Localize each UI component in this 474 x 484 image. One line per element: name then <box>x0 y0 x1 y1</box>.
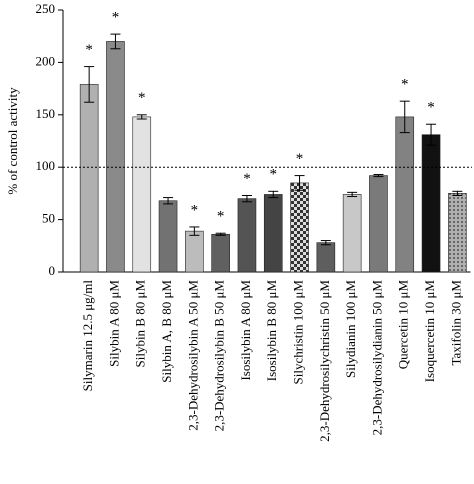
y-axis-label: % of control activity <box>5 87 20 195</box>
bar <box>237 198 257 273</box>
significance-marker: * <box>401 77 409 93</box>
bar <box>342 194 362 273</box>
y-tick-label: 150 <box>36 106 56 121</box>
x-tick-label: Silybin A 80 μM <box>106 280 121 367</box>
x-tick-label: Taxifolin 30 μM <box>448 280 463 366</box>
significance-marker: * <box>191 202 199 218</box>
bar <box>211 233 230 273</box>
x-tick-label: 2,3-Dehydrosilychristin 50 μM <box>317 280 332 442</box>
x-tick-label: Silybin A, B 80 μM <box>159 280 174 383</box>
bar <box>185 230 204 273</box>
y-tick-label: 100 <box>36 158 56 173</box>
significance-marker: * <box>427 100 435 116</box>
x-tick-label: Silydianin 100 μM <box>343 280 358 378</box>
x-tick-label: 2,3-Dehydrosilydianin 50 μM <box>369 280 384 436</box>
y-tick-label: 200 <box>36 53 56 68</box>
bar <box>316 242 336 273</box>
bar <box>369 175 388 273</box>
x-tick-label: Isosilybin B 80 μM <box>264 280 279 382</box>
bar <box>132 116 152 273</box>
significance-marker: * <box>217 209 225 225</box>
x-tick-label: Quercetin 10 μM <box>396 280 411 370</box>
y-tick-label: 0 <box>49 263 56 278</box>
bar <box>448 193 467 273</box>
bar <box>79 84 99 273</box>
bar <box>395 116 415 273</box>
bar <box>263 194 283 273</box>
x-tick-label: Silybin B 80 μM <box>133 280 148 368</box>
x-tick-label: 2,3-Dehydrosilybin A 50 μM <box>185 280 200 431</box>
bar <box>421 134 441 273</box>
bar <box>158 200 178 273</box>
y-tick-label: 250 <box>36 1 56 16</box>
significance-marker: * <box>270 167 278 183</box>
significance-marker: * <box>138 90 146 106</box>
significance-marker: * <box>112 10 120 26</box>
significance-marker: * <box>85 42 93 58</box>
y-tick-label: 50 <box>42 211 55 226</box>
x-tick-label: Isosilybin A 80 μM <box>238 280 253 381</box>
x-tick-label: Silychristin 100 μM <box>291 280 306 385</box>
significance-marker: * <box>296 151 304 167</box>
bar <box>290 182 309 273</box>
x-tick-label: Isoquercetin 10 μM <box>422 280 437 383</box>
x-tick-label: Silymarin 12.5 μg/ml <box>80 280 95 392</box>
bar <box>106 41 125 273</box>
significance-marker: * <box>243 171 251 187</box>
x-tick-label: 2,3-Dehydrosilybin B 50 μM <box>212 280 227 432</box>
